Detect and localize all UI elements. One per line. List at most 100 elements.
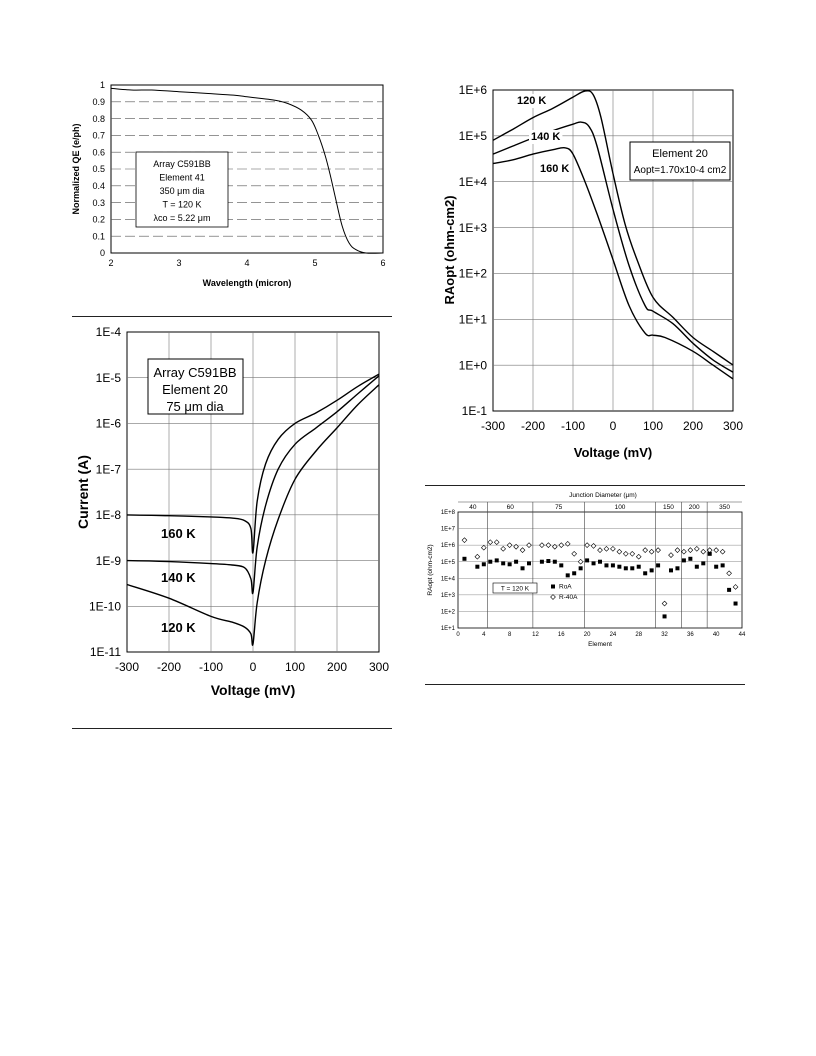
r40a-point	[635, 553, 642, 560]
divider-left-2	[72, 728, 392, 729]
y-tick-label: 1E+1	[441, 626, 456, 632]
roa-point	[733, 601, 738, 606]
r40a-point	[584, 542, 590, 548]
roa-point	[565, 573, 570, 578]
y-tick-label: 1	[100, 80, 105, 90]
r40a-point	[719, 548, 726, 555]
roa-point	[617, 564, 622, 569]
x-tick-label: 0	[456, 632, 460, 638]
y-tick-label: 1E+5	[441, 560, 456, 566]
roa-point	[727, 587, 732, 592]
r40a-point	[629, 550, 636, 557]
y-tick-label: 1E+6	[459, 83, 488, 97]
y-tick-label: 1E+8	[441, 510, 456, 516]
y-tick-label: 1E-9	[96, 554, 122, 568]
r40a-point	[577, 558, 584, 565]
y-axis-label: RAopt (ohm-cm2)	[427, 544, 434, 595]
roa-point	[572, 571, 577, 576]
r40a-point	[506, 542, 513, 548]
r40a-point	[461, 537, 468, 543]
divider-right-1	[425, 485, 745, 486]
x-tick-label: 4	[482, 632, 486, 638]
y-tick-label: 1E+0	[459, 358, 488, 372]
x-tick-label: 0	[610, 419, 617, 433]
r40a-point	[642, 547, 649, 553]
x-tick-label: 3	[176, 258, 181, 268]
r40a-point	[500, 545, 507, 552]
roa-point	[462, 556, 467, 561]
x-tick-label: 100	[643, 419, 663, 433]
r40a-point	[622, 550, 629, 557]
y-tick-label: 1E-11	[90, 645, 121, 659]
x-axis-label: Voltage (mV)	[211, 682, 296, 698]
x-axis-label: Wavelength (micron)	[203, 278, 292, 288]
series-line-120-k	[492, 90, 734, 366]
roa-point	[539, 559, 544, 564]
y-axis-label: Normalized QE (e/ph)	[71, 123, 81, 214]
diameter-label: 350	[719, 504, 730, 511]
x-axis-label: Element	[588, 641, 612, 648]
r40a-point	[571, 550, 578, 557]
x-tick-label: 0	[250, 660, 257, 674]
roa-point	[559, 563, 564, 568]
x-tick-label: 16	[558, 632, 565, 638]
r40a-point	[526, 542, 532, 548]
r40a-point	[726, 570, 732, 577]
y-tick-label: 0.7	[92, 131, 105, 141]
roa-point	[720, 563, 725, 568]
legend-marker-r40a	[550, 594, 556, 600]
divider-left-1	[72, 316, 392, 317]
label-backing	[529, 130, 563, 144]
x-tick-label: 300	[723, 419, 743, 433]
curve-label: 160 K	[540, 163, 569, 175]
roa-point	[501, 561, 506, 566]
y-tick-label: 1E-7	[96, 462, 122, 476]
legend-line: Element 41	[159, 173, 205, 183]
x-tick-label: 8	[508, 632, 512, 638]
chart-title: Junction Diameter (μm)	[569, 492, 637, 499]
r40a-point	[681, 548, 687, 555]
x-tick-label: 200	[683, 419, 703, 433]
y-tick-label: 1E+2	[441, 610, 456, 616]
diameter-label: 100	[615, 504, 626, 511]
label-backing	[515, 94, 549, 108]
r40a-point	[597, 547, 603, 553]
y-tick-label: 1E+4	[459, 175, 488, 189]
legend-line: 350 μm dia	[160, 186, 205, 196]
y-tick-label: 1E+6	[441, 543, 456, 549]
temperature-box	[492, 582, 538, 594]
r40a-point	[668, 552, 674, 558]
y-tick-label: 1E-4	[96, 325, 122, 339]
roa-point	[649, 568, 654, 573]
roa-point	[656, 563, 661, 568]
x-tick-label: 44	[739, 632, 746, 638]
r40a-point	[661, 600, 668, 607]
divider-right-2	[425, 684, 745, 685]
label-backing	[538, 162, 572, 176]
roa-point	[630, 566, 635, 571]
x-tick-label: 6	[380, 258, 385, 268]
roa-point	[481, 562, 486, 567]
x-tick-label: 20	[584, 632, 591, 638]
y-tick-label: 0.2	[92, 215, 105, 225]
roa-point	[585, 558, 590, 563]
y-tick-label: 1E-5	[96, 371, 122, 385]
legend-line: T = 120 K	[162, 200, 201, 210]
curve-label: 140 K	[531, 131, 560, 143]
y-tick-label: 1E-6	[96, 417, 122, 431]
legend-line: Array C591BB	[153, 365, 236, 380]
y-tick-label: 0.3	[92, 198, 105, 208]
iv-chart: 1E-11 1E-10 1E-9 1E-8 1E-7 1E-6 1E-5 1E-4 -300 -…	[75, 325, 389, 698]
x-tick-label: -100	[561, 419, 585, 433]
diameter-label: 60	[507, 504, 515, 511]
roa-point	[701, 561, 706, 566]
y-tick-label: 0	[100, 248, 105, 258]
legend-line: 75 μm dia	[166, 399, 224, 414]
iv-figure: 1E-11 1E-10 1E-9 1E-8 1E-7 1E-6 1E-5 1E-4 -300 -…	[72, 322, 402, 702]
y-tick-label: 1E+1	[459, 312, 488, 326]
x-tick-label: -200	[157, 660, 181, 674]
y-tick-label: 0.8	[92, 114, 105, 124]
r40a-point	[474, 553, 481, 560]
roa-point	[707, 551, 712, 556]
x-axis-label: Voltage (mV)	[574, 445, 653, 460]
